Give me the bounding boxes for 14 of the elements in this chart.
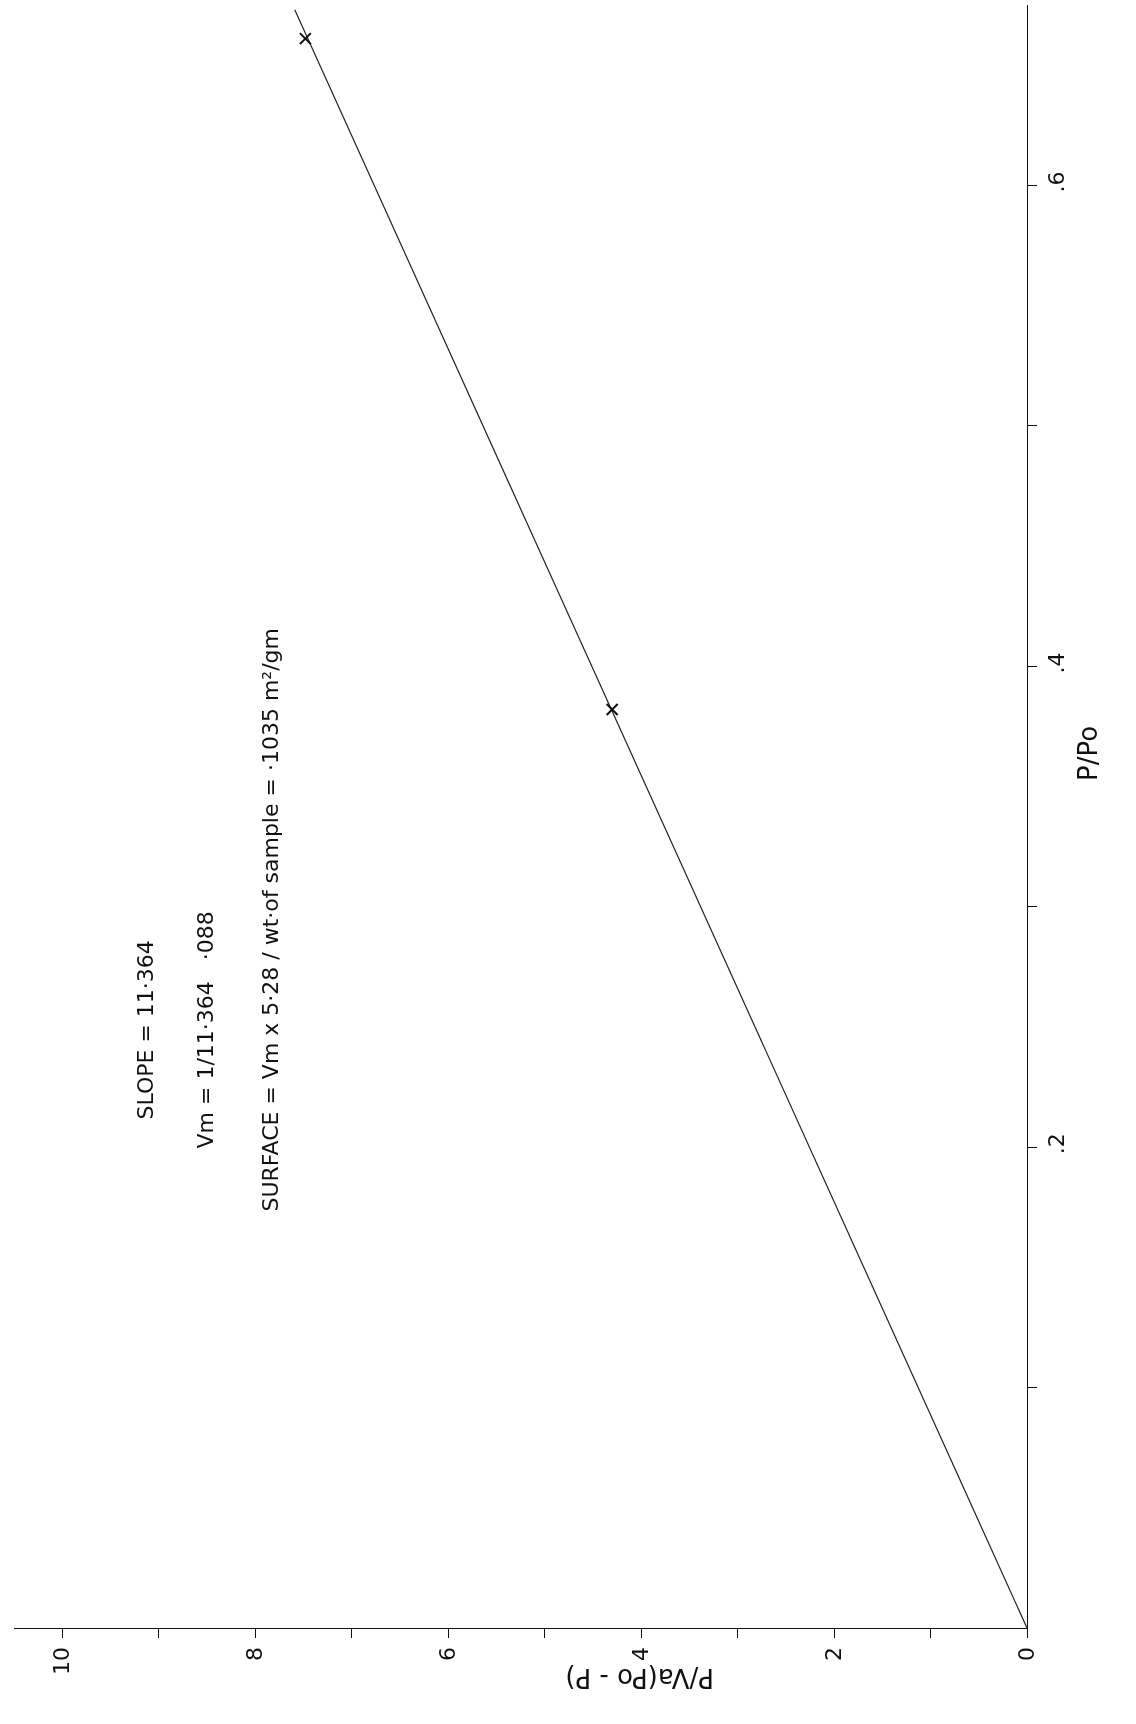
y-tick-label: .2 [1043,1133,1069,1155]
x-axis-title: P/Va(Po - P) [565,1663,714,1693]
x-tick-label: 4 [628,1646,654,1661]
x-tick-label: 0 [1014,1646,1040,1661]
x-tick-label: 8 [242,1646,268,1661]
x-tick-label: 2 [821,1646,847,1661]
x-tick-label: 10 [49,1646,75,1675]
annotation: SLOPE = 11·364 [132,940,158,1120]
annotation: Vm = 1/11·364 ·088 [192,911,218,1149]
annotation: SURFACE = Vm x 5·28 / wt·of sample = ·1035 m²/gm [257,628,283,1212]
y-axis-title: P/Po [1073,725,1103,781]
y-tick-label: .6 [1043,171,1069,193]
x-tick-label: 6 [435,1646,461,1661]
y-tick-label: .4 [1043,652,1069,674]
